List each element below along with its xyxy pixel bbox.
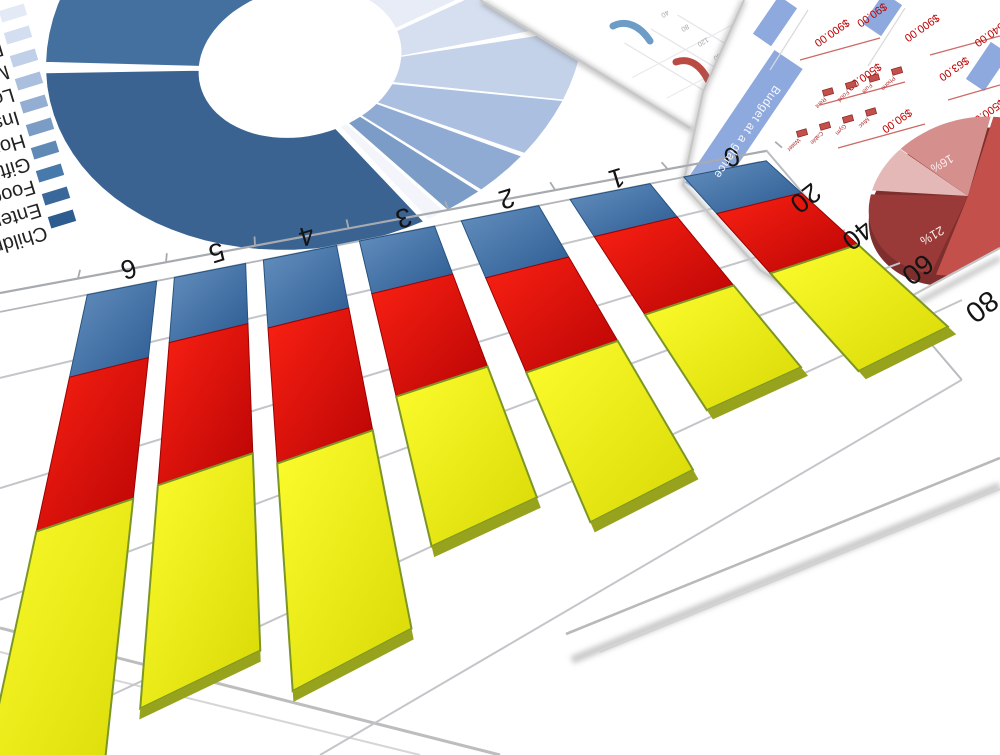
table-red-rule — [837, 123, 926, 149]
red-pie-slice-3 — [868, 194, 968, 274]
legend-swatch-7 — [9, 48, 39, 68]
category-label-1: 1 — [605, 162, 628, 195]
legend-swatch-0 — [47, 209, 77, 229]
legend-swatch-3 — [30, 140, 60, 160]
axis-tick — [77, 269, 81, 279]
pie-legend-swatch — [795, 128, 809, 138]
paper-a-bottom-shadow — [570, 482, 1000, 664]
axis-tick — [345, 219, 350, 229]
budget-table-sheet: $900.00$500.00$90.00$900.00$63.00$500.00… — [679, 0, 1000, 375]
bar-end-face — [431, 497, 541, 558]
legend-swatch-1 — [41, 186, 71, 206]
table-grid-line — [769, 9, 809, 71]
donut-slice-0 — [366, 0, 458, 30]
legend-swatch-8 — [3, 25, 33, 45]
mini-tick-label: 40 — [660, 8, 670, 18]
mini-tick-label: 80 — [680, 22, 690, 32]
legend-swatch-6 — [14, 71, 44, 91]
bar-end-face — [858, 326, 957, 380]
donut-slice-7 — [45, 69, 425, 251]
axis-tick — [660, 161, 669, 170]
donut-slice-5 — [347, 115, 480, 211]
axis-tick — [165, 253, 168, 263]
table-header-stripe — [752, 0, 798, 47]
bar-end-face — [590, 469, 699, 533]
table-red-rule — [799, 37, 881, 61]
legend-swatch-4 — [25, 117, 55, 137]
bar-end-face — [292, 628, 414, 702]
gridline-100 — [319, 378, 963, 755]
pie-legend-swatch — [864, 107, 878, 117]
pie-legend-swatch — [844, 80, 858, 90]
table-red-rule — [947, 84, 1000, 101]
mini-tick-label: 120 — [696, 35, 710, 47]
pie-legend-swatch — [821, 87, 835, 97]
bar-end-face — [706, 367, 808, 420]
legend-label-7: Medical — [0, 60, 12, 101]
mini-line-red — [672, 57, 712, 84]
donut-slice-6 — [339, 123, 446, 221]
paper-d-edge — [479, 0, 691, 130]
mini-line-blue — [609, 19, 654, 45]
legend-swatch-9 — [0, 3, 28, 23]
pie-legend-swatch — [890, 66, 904, 76]
category-axis — [0, 149, 767, 295]
category-label-2: 2 — [495, 182, 518, 215]
table-grid-line — [867, 7, 906, 67]
axis-tick — [774, 141, 783, 149]
legend-label-9: Savings — [0, 15, 1, 57]
table-red-rule — [929, 35, 1000, 56]
mini-grid-line — [632, 20, 741, 79]
paper-a-bottom-edge-2 — [599, 488, 1000, 653]
pie-legend-swatch — [867, 73, 881, 83]
table-header-stripe — [965, 41, 1000, 92]
donut-slice-8 — [45, 0, 256, 67]
red-pie-slice-1 — [900, 116, 991, 196]
legend-swatch-5 — [19, 94, 49, 114]
axis-tick — [549, 181, 556, 191]
red-pie-slice-0 — [872, 149, 968, 196]
donut-slice-4 — [360, 102, 523, 191]
axis-tick — [444, 200, 450, 210]
legend-label-8: Pets — [0, 37, 6, 70]
table-header-stripe — [862, 0, 903, 37]
bar-6-series-yellow — [0, 497, 135, 755]
category-label-6: 6 — [117, 252, 140, 285]
table-title-band — [685, 50, 803, 202]
donut-slice-3 — [376, 83, 564, 154]
table-red-rule — [819, 81, 906, 106]
legend-swatch-2 — [35, 163, 65, 183]
pie-legend-swatch — [818, 121, 832, 131]
pie-legend-swatch — [841, 114, 855, 124]
donut-legend: ChildrenEntertainmentFoodGiftsHousingIns… — [0, 3, 77, 264]
red-pie-slice-2 — [936, 116, 1000, 276]
bar-end-face — [139, 650, 261, 720]
paper-a-bottom-edge — [565, 456, 1000, 636]
